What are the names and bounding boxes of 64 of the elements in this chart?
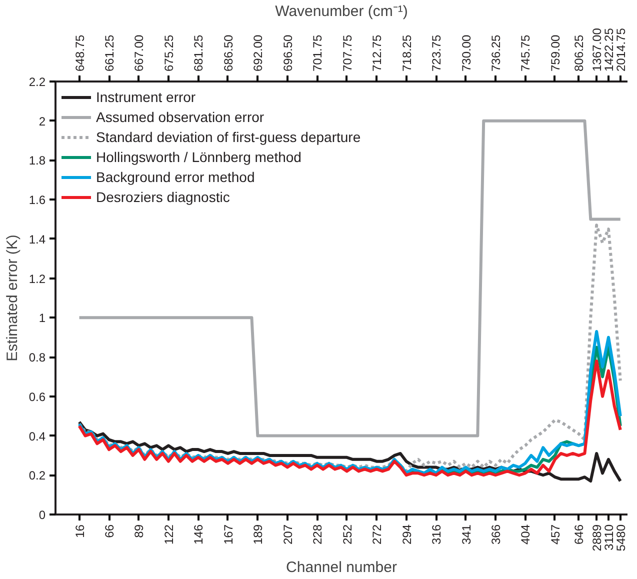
legend-label: Instrument error	[96, 89, 196, 105]
y-tick-label: 1.4	[28, 232, 46, 246]
x-tick-label: 366	[489, 524, 503, 545]
x-tick-label: 2889	[590, 524, 604, 552]
y-tick-label: 0.2	[28, 468, 46, 483]
annotation: 718.25	[400, 34, 414, 72]
legend-label: Background error method	[96, 169, 255, 185]
y-tick-label: 0.4	[28, 429, 46, 444]
x-tick-label: 646	[572, 524, 586, 545]
annotation: 759.00	[548, 34, 562, 72]
annotation: 723.75	[430, 34, 444, 72]
y-tick-label: 0.8	[28, 350, 46, 365]
annotation: 730.00	[459, 34, 474, 72]
x-tick-label: 404	[518, 524, 533, 545]
x-tick-label: 146	[192, 524, 206, 545]
x-tick-label: 3110	[602, 524, 616, 550]
annotation: 736.25	[489, 34, 503, 72]
x-tick-label: 167	[221, 524, 236, 545]
x-tick-label: 341	[459, 524, 474, 545]
annotation: 661.25	[102, 34, 117, 72]
x-tick-label: 5480	[614, 524, 628, 552]
annotation: 701.75	[310, 34, 325, 72]
annotation: 1422.25	[602, 28, 616, 72]
x-tick-label: 294	[400, 524, 414, 545]
y-tick-label: 0	[38, 508, 46, 522]
x-tick-label: 66	[102, 524, 117, 538]
x-tick-label: 457	[548, 524, 562, 545]
x-tick-label: 207	[280, 524, 295, 545]
y-tick-label: 2.2	[28, 75, 46, 89]
annotation: 712.75	[370, 34, 384, 72]
annotation: 806.25	[572, 34, 586, 72]
annotation: 686.50	[221, 34, 236, 72]
x-tick-label: 252	[340, 524, 354, 545]
annotation: 707.75	[340, 34, 354, 72]
annotation: 745.75	[518, 34, 533, 72]
x-tick-label: 16	[72, 524, 87, 538]
legend-label: Hollingsworth / Lönnberg method	[96, 149, 302, 165]
annotation: 681.25	[192, 34, 206, 72]
annotation: 648.75	[72, 34, 87, 72]
annotation: 696.50	[280, 34, 295, 72]
y-tick-label: 2	[38, 114, 46, 128]
x-tick-label: 272	[370, 524, 384, 545]
line-series	[78, 224, 622, 473]
annotation: 667.00	[132, 34, 146, 72]
y-tick-label: 1	[38, 311, 46, 326]
legend-label: Standard deviation of first-guess departure	[96, 129, 361, 145]
x-tick-label: 316	[430, 524, 444, 545]
y-tick-label: 1.6	[28, 193, 46, 208]
annotation: 2014.75	[614, 28, 628, 72]
annotation: 1367.00	[590, 28, 604, 72]
y-tick-label: 0.6	[28, 390, 46, 404]
x2-axis-title: Wavenumber (cm⁻¹)	[275, 3, 408, 20]
y-axis-title: Estimated error (K)	[4, 234, 21, 362]
annotation: 692.00	[251, 34, 266, 72]
x-axis-title: Channel number	[286, 559, 397, 576]
x-tick-label: 189	[251, 524, 266, 545]
annotation: 675.25	[162, 34, 176, 72]
legend-label: Assumed observation error	[96, 109, 264, 125]
legend-label: Desroziers diagnostic	[96, 189, 230, 205]
y-tick-label: 1.8	[28, 154, 46, 168]
y-tick-label: 1.2	[28, 272, 46, 286]
x-tick-label: 122	[162, 524, 176, 545]
x-tick-label: 89	[132, 524, 146, 538]
x-tick-label: 228	[310, 524, 325, 545]
